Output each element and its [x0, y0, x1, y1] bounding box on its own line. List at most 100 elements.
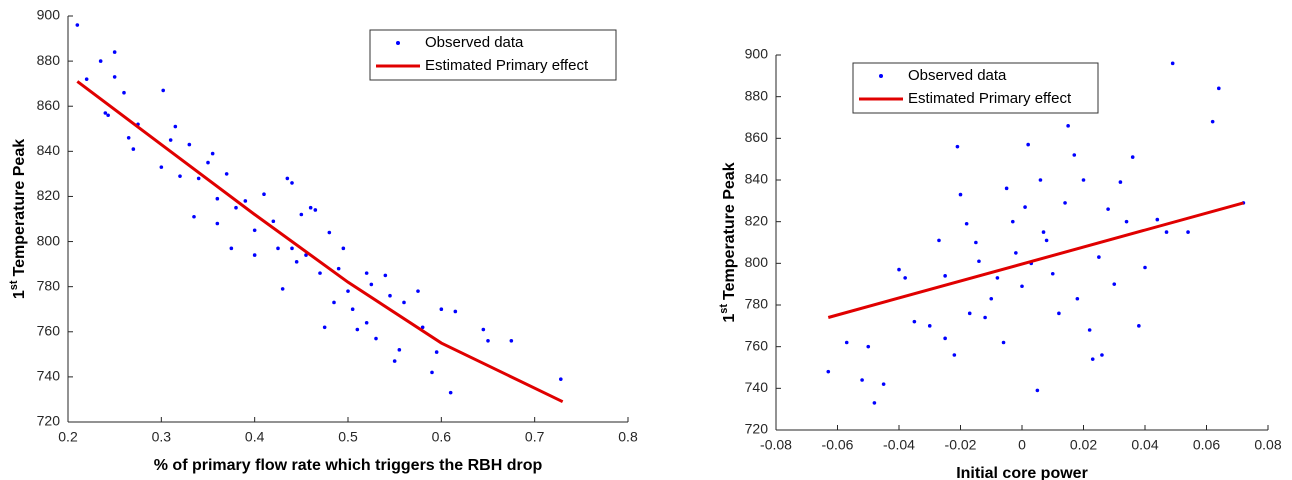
data-point: [420, 325, 425, 330]
data-point: [374, 336, 378, 341]
data-point: [1050, 271, 1055, 276]
x-tick-label: 0.3: [152, 429, 172, 445]
fit-line: [827, 201, 1244, 319]
data-point: [1137, 324, 1141, 328]
data-point: [187, 142, 192, 147]
data-point: [866, 344, 871, 349]
data-point: [126, 136, 131, 140]
data-point: [943, 274, 947, 278]
x-tick-label: 0.7: [525, 429, 545, 445]
data-point: [84, 77, 89, 81]
data-point: [974, 240, 978, 245]
data-point: [912, 319, 917, 324]
legend-box: [852, 62, 1099, 114]
data-point: [1210, 119, 1215, 124]
data-point: [1023, 205, 1027, 209]
y-tick-label: 840: [745, 171, 769, 187]
y-label-part: 1: [721, 314, 738, 323]
data-point: [350, 307, 355, 312]
data-point: [1124, 219, 1129, 224]
data-point: [1155, 217, 1160, 222]
data-point: [1087, 328, 1092, 332]
y-label-part: 1: [11, 290, 28, 299]
data-point: [967, 311, 972, 316]
data-point: [224, 172, 229, 176]
data-point: [952, 353, 957, 357]
data-point: [1026, 142, 1030, 147]
data-point: [206, 160, 210, 165]
data-point: [159, 165, 164, 169]
data-point: [196, 176, 201, 181]
data-point: [903, 276, 907, 280]
data-point: [322, 325, 327, 330]
legend-label: Observed data: [908, 67, 1007, 84]
data-point: [881, 382, 886, 386]
data-point: [1118, 180, 1123, 184]
data-point: [215, 221, 220, 226]
data-point: [168, 138, 173, 142]
data-point: [332, 300, 336, 305]
data-point: [1072, 153, 1077, 157]
x-tick-label: 0.6: [432, 429, 452, 445]
data-point: [290, 181, 294, 185]
data-point: [252, 253, 257, 257]
data-point: [1106, 207, 1110, 211]
y-tick-label: 820: [37, 187, 61, 203]
legend-marker: [396, 41, 400, 45]
data-point: [1100, 353, 1104, 357]
legend-label: Estimated Primary effect: [908, 90, 1072, 107]
data-point: [75, 23, 80, 27]
y-tick-label: 760: [37, 322, 61, 338]
data-point: [285, 176, 290, 181]
data-point: [173, 124, 178, 129]
data-point: [1097, 255, 1101, 259]
data-point: [1010, 219, 1015, 224]
y-tick-label: 860: [745, 129, 769, 145]
data-point: [430, 370, 434, 375]
data-point: [1090, 357, 1095, 361]
x-tick-label: 0.06: [1193, 437, 1220, 453]
y-tick-label: 900: [37, 7, 61, 23]
data-point: [1041, 230, 1046, 234]
y-tick-label: 800: [745, 254, 769, 270]
y-tick-label: 880: [745, 87, 769, 103]
data-point: [1057, 311, 1061, 316]
data-point: [215, 196, 220, 201]
data-point: [318, 271, 322, 275]
data-point: [1081, 178, 1086, 182]
data-point: [1001, 340, 1006, 345]
chart: -0.08 -0.06 -0.04 -0.02 0 0.02 0.04 0.06 0.08 720…: [718, 46, 1282, 480]
data-point: [826, 369, 831, 374]
y-label-part: Temperature Peak: [721, 162, 738, 300]
data-point: [106, 113, 110, 118]
data-point: [252, 228, 257, 233]
x-tick-label: -0.06: [822, 437, 854, 453]
data-point: [486, 339, 490, 343]
data-point: [1063, 201, 1067, 205]
data-point: [210, 151, 215, 156]
data-point: [977, 259, 981, 264]
data-point: [1044, 238, 1049, 243]
data-point: [844, 340, 849, 345]
data-point: [122, 90, 126, 95]
x-tick-label: 0.04: [1131, 437, 1158, 453]
data-point: [860, 378, 864, 382]
x-axis-label: Initial core power: [956, 465, 1088, 480]
legend-label: Estimated Primary effect: [425, 57, 589, 74]
data-point: [299, 212, 304, 217]
y-tick-label: 900: [745, 46, 769, 62]
data-point: [308, 205, 313, 210]
data-point: [1035, 388, 1040, 393]
data-point: [872, 401, 877, 405]
data-point: [234, 205, 238, 210]
data-point: [448, 390, 453, 395]
y-tick-label: 740: [37, 368, 61, 384]
y-tick-label: 880: [37, 52, 61, 68]
data-point: [98, 59, 103, 63]
data-point: [1112, 282, 1117, 286]
y-tick-label: 720: [745, 421, 769, 437]
y-tick-label: 820: [745, 212, 769, 228]
data-point: [388, 293, 392, 298]
x-axis-label: % of primary flow rate which triggers th…: [154, 457, 543, 474]
